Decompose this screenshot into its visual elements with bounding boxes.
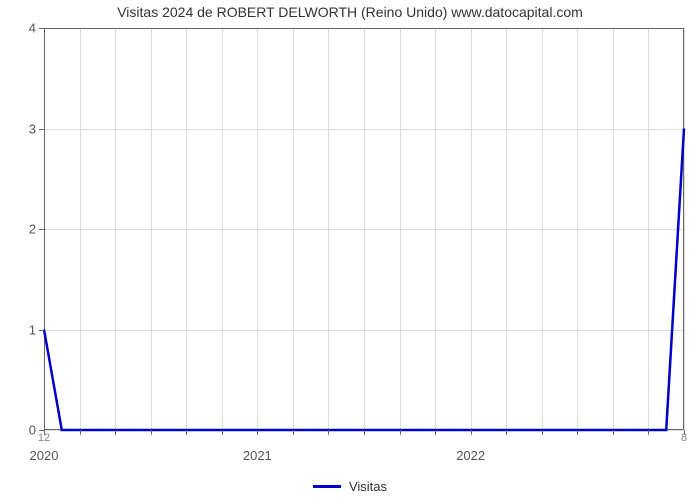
series-polyline (44, 129, 684, 431)
x-tick-label-major: 2021 (243, 430, 272, 463)
x-tick-mark (506, 430, 507, 435)
x-tick-label-major: 2022 (456, 430, 485, 463)
y-tick-label: 1 (29, 322, 44, 337)
y-tick-label: 2 (29, 222, 44, 237)
x-tick-mark (542, 430, 543, 435)
legend: Visitas (0, 479, 700, 494)
gridline-vertical (684, 28, 685, 430)
x-tick-mark (613, 430, 614, 435)
x-tick-mark (577, 430, 578, 435)
x-tick-mark (115, 430, 116, 435)
x-tick-label-minor: 8 (681, 430, 687, 444)
x-tick-mark (435, 430, 436, 435)
x-tick-mark (222, 430, 223, 435)
plot-area: 01234202020212022128 (44, 28, 684, 430)
y-tick-label: 3 (29, 121, 44, 136)
x-tick-label-minor: 12 (38, 430, 50, 444)
x-tick-mark (328, 430, 329, 435)
legend-swatch (313, 485, 341, 488)
legend-label: Visitas (349, 479, 387, 494)
x-tick-mark (293, 430, 294, 435)
line-series (44, 28, 684, 430)
chart-container: Visitas 2024 de ROBERT DELWORTH (Reino U… (0, 0, 700, 500)
x-tick-mark (80, 430, 81, 435)
chart-title: Visitas 2024 de ROBERT DELWORTH (Reino U… (0, 4, 700, 20)
x-tick-mark (648, 430, 649, 435)
x-tick-mark (400, 430, 401, 435)
y-tick-label: 4 (29, 21, 44, 36)
x-tick-mark (151, 430, 152, 435)
x-tick-mark (186, 430, 187, 435)
x-tick-mark (364, 430, 365, 435)
